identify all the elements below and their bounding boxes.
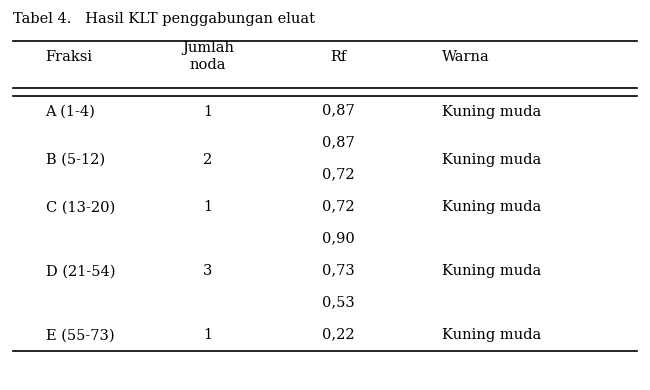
Text: 1: 1: [203, 105, 213, 119]
Text: Kuning muda: Kuning muda: [442, 200, 541, 215]
Text: Rf: Rf: [330, 50, 346, 64]
Text: 0,87: 0,87: [322, 135, 354, 149]
Text: Fraksi: Fraksi: [46, 50, 92, 64]
Text: 1: 1: [203, 328, 213, 342]
Text: Kuning muda: Kuning muda: [442, 264, 541, 278]
Text: D (21-54): D (21-54): [46, 264, 115, 278]
Text: 0,87: 0,87: [322, 103, 354, 117]
Text: 0,72: 0,72: [322, 199, 354, 213]
Text: Tabel 4.   Hasil KLT penggabungan eluat: Tabel 4. Hasil KLT penggabungan eluat: [13, 12, 315, 26]
Text: E (55-73): E (55-73): [46, 328, 114, 342]
Text: A (1-4): A (1-4): [46, 105, 96, 119]
Text: Jumlah
noda: Jumlah noda: [182, 41, 234, 72]
Text: 0,53: 0,53: [322, 295, 354, 309]
Text: 0,90: 0,90: [322, 231, 354, 245]
Text: 0,22: 0,22: [322, 327, 354, 341]
Text: Kuning muda: Kuning muda: [442, 105, 541, 119]
Text: 1: 1: [203, 200, 213, 215]
Text: 0,72: 0,72: [322, 167, 354, 181]
Text: 0,73: 0,73: [322, 263, 354, 277]
Text: C (13-20): C (13-20): [46, 200, 115, 215]
Text: B (5-12): B (5-12): [46, 152, 105, 167]
Text: Kuning muda: Kuning muda: [442, 152, 541, 167]
Text: 3: 3: [203, 264, 213, 278]
Text: Warna: Warna: [442, 50, 489, 64]
Text: 2: 2: [203, 152, 213, 167]
Text: Kuning muda: Kuning muda: [442, 328, 541, 342]
